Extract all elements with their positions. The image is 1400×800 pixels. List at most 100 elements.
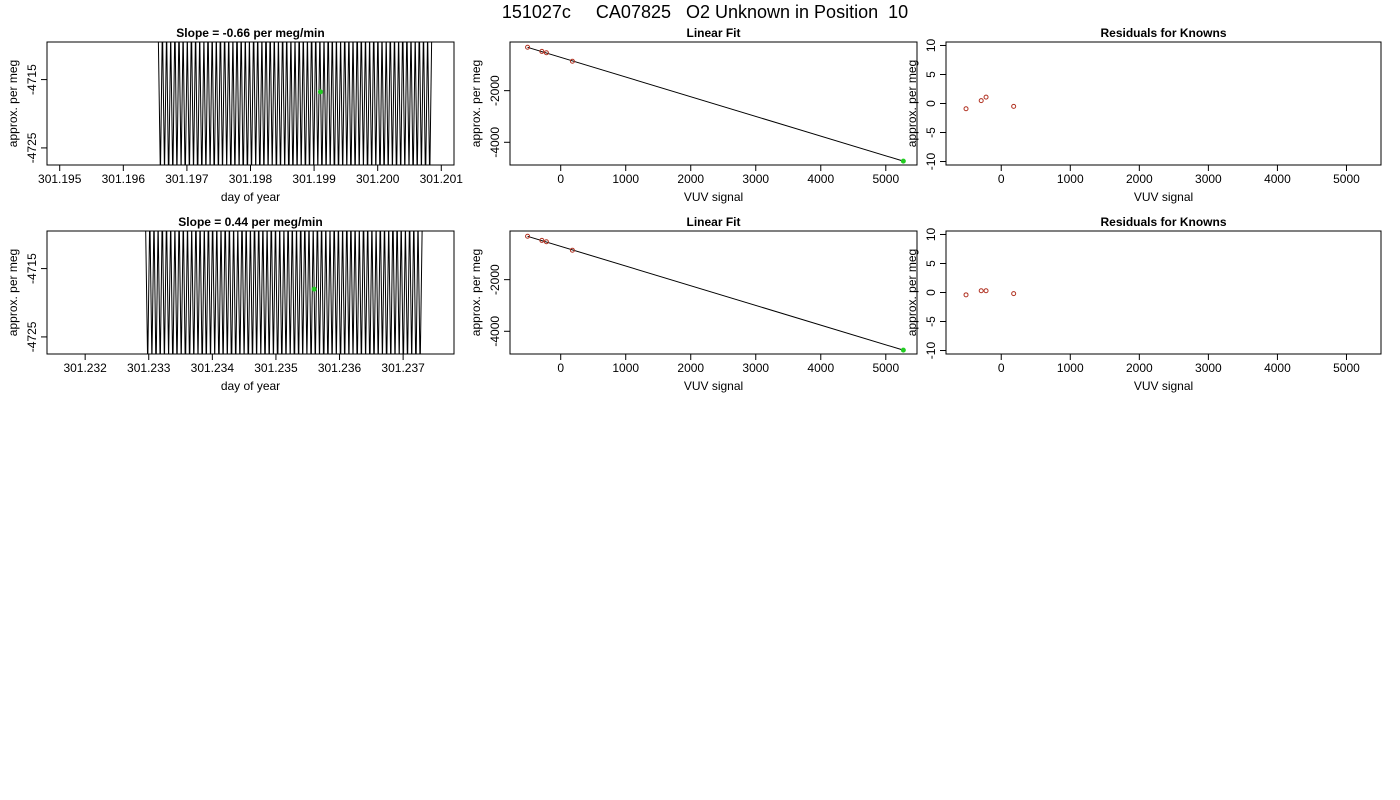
x-tick-label: 301.237 [381, 361, 425, 375]
chart-title: Slope = -0.66 per meg/min [176, 26, 324, 40]
known-point [978, 98, 984, 104]
plot-frame [509, 41, 918, 166]
x-tick-label: 3000 [742, 172, 769, 186]
x-tick-label: 2000 [677, 172, 704, 186]
known-point [569, 247, 575, 253]
x-tick-label: 301.198 [229, 172, 273, 186]
known-point [525, 233, 531, 239]
x-tick-label: 3000 [742, 361, 769, 375]
chart-title: Residuals for Knowns [1100, 215, 1226, 229]
x-tick-label: 2000 [1126, 361, 1153, 375]
x-axis-label: day of year [221, 190, 280, 204]
y-tick-label: 5 [924, 260, 938, 267]
x-tick-label: 1000 [1057, 172, 1084, 186]
y-tick-label: -4725 [25, 132, 39, 163]
x-tick-label: 301.200 [356, 172, 400, 186]
plot-marks [525, 233, 906, 353]
known-point [1011, 103, 1017, 109]
chart-panel-2: Linear Fit 0 1000 2000 3000 4000 5000 VUV signa… [469, 26, 918, 204]
x-tick-label: 0 [998, 361, 1005, 375]
plot-frame [945, 230, 1382, 355]
known-point [525, 44, 531, 50]
unknown-mean-marker [317, 89, 323, 95]
x-tick-label: 301.199 [292, 172, 336, 186]
y-axis-label: approx. per meg [905, 60, 919, 147]
x-tick-label: 301.201 [420, 172, 464, 186]
known-point [539, 237, 545, 243]
x-tick-label: 4000 [807, 361, 834, 375]
chart-title: Linear Fit [686, 215, 740, 229]
y-tick-label: -10 [924, 342, 938, 360]
known-point [963, 292, 969, 298]
y-tick-label: -10 [924, 153, 938, 171]
x-axis-label: day of year [221, 379, 280, 393]
fit-line [527, 46, 904, 162]
x-tick-label: 3000 [1195, 172, 1222, 186]
x-tick-label: 4000 [807, 172, 834, 186]
y-tick-label: 0 [924, 289, 938, 296]
chart-panel-5: Linear Fit 0 1000 2000 3000 4000 5000 VUV signa… [469, 215, 918, 393]
y-tick-label: -4000 [488, 127, 502, 158]
y-axis-label: approx. per meg [6, 249, 20, 336]
y-tick-label: 10 [924, 38, 938, 52]
plot-marks [157, 42, 433, 165]
unknown-mean-marker [311, 286, 317, 292]
x-tick-label: 0 [557, 361, 564, 375]
plot-frame [46, 41, 455, 166]
x-tick-label: 2000 [677, 361, 704, 375]
known-point [539, 48, 545, 54]
chart-title: Slope = 0.44 per meg/min [178, 215, 322, 229]
x-tick-label: 3000 [1195, 361, 1222, 375]
time-series-line [157, 42, 433, 165]
known-point [978, 288, 984, 294]
x-tick-label: 0 [557, 172, 564, 186]
x-tick-label: 301.232 [63, 361, 107, 375]
x-tick-label: 301.195 [38, 172, 82, 186]
x-tick-label: 301.197 [165, 172, 209, 186]
x-tick-label: 2000 [1126, 172, 1153, 186]
y-tick-label: -4000 [488, 316, 502, 347]
x-tick-label: 301.196 [102, 172, 146, 186]
y-axis-label: approx. per meg [469, 249, 483, 336]
x-tick-label: 0 [998, 172, 1005, 186]
x-tick-label: 5000 [1333, 361, 1360, 375]
x-axis-label: VUV signal [684, 190, 743, 204]
known-point [983, 288, 989, 294]
y-tick-label: -2000 [488, 264, 502, 295]
chart-title: Linear Fit [686, 26, 740, 40]
x-axis-label: VUV signal [684, 379, 743, 393]
known-point [543, 50, 549, 56]
x-tick-label: 301.233 [127, 361, 171, 375]
x-tick-label: 5000 [872, 172, 899, 186]
x-tick-label: 4000 [1264, 361, 1291, 375]
y-tick-label: 5 [924, 71, 938, 78]
chart-panel-1: Slope = -0.66 per meg/min 301.195 301.196 3… [6, 26, 464, 204]
y-tick-label: -5 [924, 316, 938, 327]
known-point [983, 94, 989, 100]
y-axis-label: approx. per meg [905, 249, 919, 336]
x-tick-label: 1000 [1057, 361, 1084, 375]
y-tick-label: -4715 [25, 64, 39, 95]
y-axis-label: approx. per meg [6, 60, 20, 147]
chart-title: Residuals for Knowns [1100, 26, 1226, 40]
x-tick-label: 4000 [1264, 172, 1291, 186]
figure-title: 151027c CA07825 O2 Unknown in Position 1… [501, 2, 909, 22]
x-tick-label: 301.235 [254, 361, 298, 375]
x-tick-label: 5000 [872, 361, 899, 375]
y-tick-label: -5 [924, 127, 938, 138]
x-tick-label: 5000 [1333, 172, 1360, 186]
chart-panel-4: Slope = 0.44 per meg/min 301.232 301.233 30… [6, 215, 455, 393]
x-axis-label: VUV signal [1134, 379, 1193, 393]
y-tick-label: 0 [924, 100, 938, 107]
plot-marks [145, 231, 423, 354]
x-tick-label: 1000 [612, 361, 639, 375]
known-point [963, 106, 969, 112]
plot-marks [525, 44, 906, 164]
y-axis-label: approx. per meg [469, 60, 483, 147]
plot-marks [963, 288, 1017, 298]
plot-marks [963, 94, 1017, 112]
unknown-point [900, 347, 906, 353]
y-tick-label: -4725 [25, 321, 39, 352]
x-axis-label: VUV signal [1134, 190, 1193, 204]
